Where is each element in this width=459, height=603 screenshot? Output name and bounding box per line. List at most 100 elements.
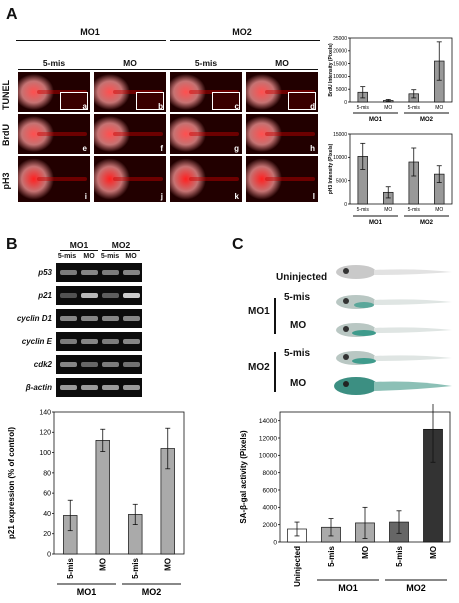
gel-band [123,292,140,299]
y-tick-label: 80 [43,470,51,477]
embryo-tail [188,176,240,182]
panel-b-mo2-line [102,250,140,251]
group-label: MO1 [369,117,383,123]
gel-row [56,309,142,328]
larva-mo2-5mis [336,351,452,365]
panel-a-cond-3: 5-mis [194,58,218,68]
y-tick-label: 0 [344,202,347,208]
y-axis-label: BrdU Intensity (Pixels) [328,43,334,97]
group-label: MO2 [406,583,426,593]
y-axis-label: p21 expression (% of control) [7,427,16,539]
group-label: MO1 [338,583,358,593]
micrograph-letter: b [158,102,163,111]
panel-b-cond-1: 5-mis [57,253,77,260]
panel-a-group-mo2: MO2 [232,27,252,37]
gel-band [81,361,98,368]
gel-band [60,269,77,276]
gel-band [81,315,98,322]
panel-a-row-brdu: BrdU [1,124,11,146]
y-tick-label: 15000 [333,61,347,67]
x-tick-label: 5-mis [395,545,404,566]
y-tick-label: 20 [43,531,51,538]
group-label: MO2 [142,587,162,597]
panel-c-mo2-label: MO2 [248,362,270,373]
group-label: MO2 [420,220,434,226]
gel-band [60,361,77,368]
embryo-tail [264,176,316,182]
y-tick-label: 8000 [263,470,278,477]
panel-b-letter: B [6,236,18,253]
x-tick-label: MO [435,105,443,111]
y-tick-label: 20000 [333,49,347,55]
inset-box [212,92,240,110]
stained-larvae-images [334,265,452,395]
gel-band [123,384,140,391]
gel-band [81,292,98,299]
x-tick-label: 5-mis [327,545,336,566]
micrograph-letter: e [82,144,87,153]
y-tick-label: 5000 [336,178,347,184]
y-tick-label: 0 [344,100,347,106]
embryo-tail [188,132,240,136]
panel-b-group-mo1: MO1 [69,240,89,250]
x-tick-label: 5-mis [357,105,370,111]
micrograph-letter: j [160,192,163,201]
gel-row [56,332,142,351]
micrograph-d: d [246,72,318,112]
gel-band [102,292,119,299]
y-tick-label: 12000 [259,435,277,442]
x-tick-label: Uninjected [293,546,302,587]
gel-band [102,384,119,391]
y-tick-label: 4000 [263,505,278,512]
gene-label: cyclin E [21,337,52,346]
micrograph-a: a [18,72,90,112]
gel-band [102,269,119,276]
micrograph-c: c [170,72,242,112]
gel-row [56,263,142,282]
panel-c-mo2-mo: MO [290,378,307,389]
micrograph-letter: g [234,144,239,153]
panel-b-cond-2: MO [83,253,95,260]
micrograph-g: g [170,114,242,154]
embryo-tail [36,176,88,182]
y-tick-label: 5000 [336,87,347,93]
gene-label: β-actin [25,383,52,392]
panel-b-cond-3: 5-mis [100,253,120,260]
panel-a-group-mo1: MO1 [80,27,100,37]
panel-c-uninjected-label: Uninjected [276,272,328,283]
larva-mo1-mo [336,323,452,337]
micrograph-h: h [246,114,318,154]
y-axis-label: pH3 Intensity (Pixels) [328,143,334,194]
x-tick-label: MO [429,546,438,559]
micrograph-letter: c [234,102,239,111]
micrograph-i: i [18,156,90,202]
panel-a-letter: A [6,6,18,23]
y-tick-label: 40 [43,511,51,518]
embryo-tail [264,132,316,136]
y-tick-label: 6000 [263,487,278,494]
x-tick-label: MO [361,546,370,559]
gel-band [60,384,77,391]
panel-c-mo2-5mis: 5-mis [284,348,311,359]
gene-label: cyclin D1 [16,314,52,323]
gel-band [60,315,77,322]
micrograph-letter: h [310,144,315,153]
micrograph-l: l [246,156,318,202]
panel-a-cond-line [18,69,318,71]
gel-band [60,338,77,345]
x-tick-label: 5-mis [66,557,75,578]
panel-c-mo1-bracket [274,298,276,334]
y-tick-label: 2000 [263,522,278,529]
micrograph-letter: d [310,102,315,111]
sa-beta-gal-chart: 0 2000 4000 6000 8000 10000 12000 14000 SA-β-gal… [239,404,451,593]
bar [95,440,110,555]
micrograph-e: e [18,114,90,154]
x-tick-label: 5-mis [408,105,421,111]
embryo-tail [36,132,88,136]
panel-c-mo1-5mis: 5-mis [284,292,311,303]
x-tick-label: MO [384,207,392,213]
gel-band [123,361,140,368]
y-tick-label: 10000 [259,453,277,460]
x-tick-label: MO [435,207,443,213]
